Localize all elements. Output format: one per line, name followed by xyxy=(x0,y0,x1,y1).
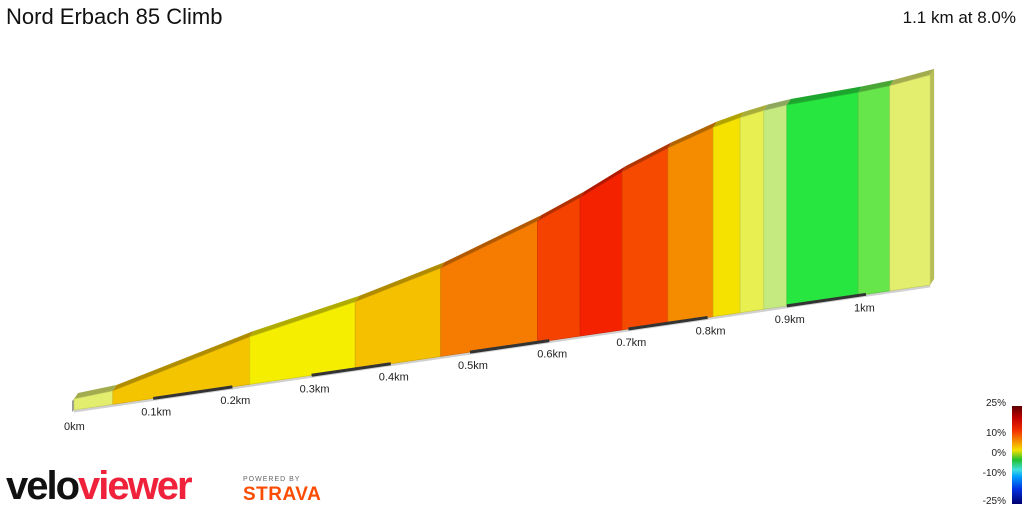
gradient-legend: 25% 10% 0% -10% -25% xyxy=(970,398,1024,508)
powered-by-text: POWERED BY xyxy=(243,476,301,483)
km-tick-label: 0.3km xyxy=(300,383,330,395)
climb-title: Nord Erbach 85 Climb xyxy=(6,4,223,29)
km-tick-label: 0.9km xyxy=(775,314,805,326)
logo-viewer: viewer xyxy=(78,464,193,508)
segment-top-face xyxy=(112,330,254,391)
gradient-segment xyxy=(857,85,891,296)
segment-top-face xyxy=(74,384,117,399)
legend-label: 10% xyxy=(985,428,1006,439)
legend-color-bar xyxy=(1012,406,1022,504)
segment-top-face xyxy=(668,121,718,149)
veloviewer-logo[interactable]: veloviewer xyxy=(6,464,193,509)
segment-top-face xyxy=(713,111,745,128)
profile-end-cap xyxy=(930,68,935,285)
segment-top-face xyxy=(763,99,791,111)
gradient-segment xyxy=(667,127,714,324)
km-tick-label: 0.1km xyxy=(141,406,171,418)
km-tick-bar xyxy=(311,362,392,377)
segment-top-face xyxy=(889,68,935,86)
segment-top-face xyxy=(355,262,445,302)
gradient-segment xyxy=(763,104,788,310)
legend-label: -10% xyxy=(982,468,1006,479)
km-tick-bar xyxy=(152,385,233,400)
climb-summary: 1.1 km at 8.0% xyxy=(902,8,1016,27)
segment-top-face xyxy=(786,86,863,106)
segment-top-face xyxy=(622,142,672,172)
gradient-segment xyxy=(889,74,931,292)
strava-logo[interactable]: STRAVA xyxy=(243,484,322,505)
logo-velo: velo xyxy=(6,464,80,508)
km-tick-label: 0.7km xyxy=(616,337,646,349)
gradient-segment xyxy=(786,92,859,307)
km-tick-label: 1km xyxy=(854,302,875,314)
segment-top-face xyxy=(858,79,894,93)
gradient-segment xyxy=(739,110,765,314)
segment-top-face xyxy=(440,215,542,269)
gradient-segment xyxy=(537,197,581,343)
legend-label: 0% xyxy=(991,448,1006,459)
segment-top-face xyxy=(537,191,585,222)
km-tick-label: 0km xyxy=(64,421,85,433)
km-tick-label: 0.4km xyxy=(379,372,409,384)
km-tick-label: 0.8km xyxy=(696,325,726,337)
legend-label: -25% xyxy=(982,496,1006,507)
gradient-segment xyxy=(621,147,669,331)
segment-top-face xyxy=(249,295,360,337)
legend-label: 25% xyxy=(985,398,1006,409)
profile-start-cap xyxy=(72,399,74,412)
km-tick-bar xyxy=(469,339,550,354)
km-tick-bar xyxy=(628,315,708,331)
km-tick-label: 0.2km xyxy=(220,395,250,407)
segment-top-face xyxy=(580,165,627,198)
km-tick-bar xyxy=(786,292,867,308)
segment-top-face xyxy=(740,104,768,118)
gradient-segment xyxy=(579,171,623,337)
gradient-segment xyxy=(712,117,741,317)
km-tick-label: 0.6km xyxy=(537,349,567,361)
km-tick-label: 0.5km xyxy=(458,360,488,372)
